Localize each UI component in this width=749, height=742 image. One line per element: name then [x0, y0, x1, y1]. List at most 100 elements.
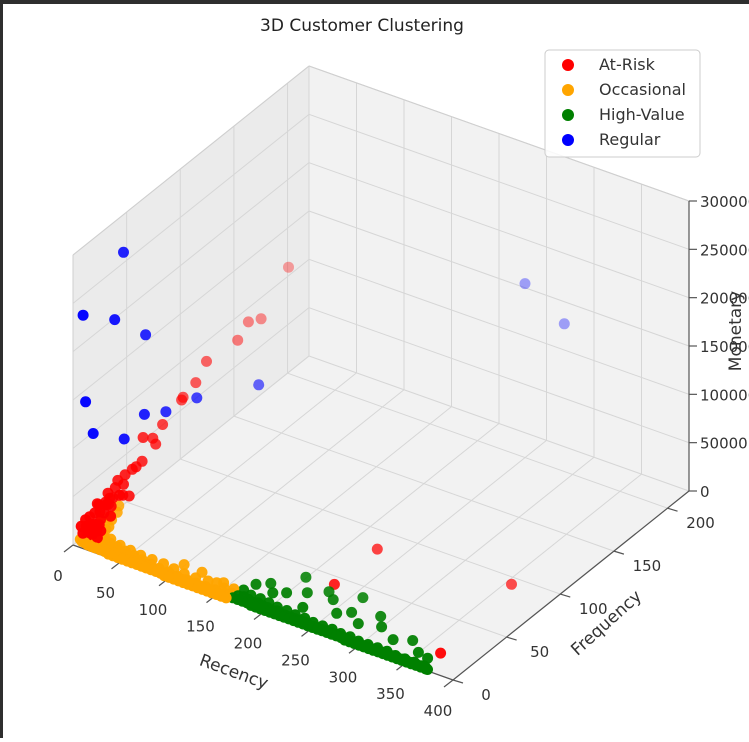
axis-panes [73, 66, 689, 680]
grid-line-x-floor [357, 456, 595, 647]
legend-label-high-value: High-Value [599, 105, 685, 124]
point-at-risk [77, 527, 89, 539]
y-tick-label: 100 [579, 600, 608, 618]
point-high-value [346, 606, 358, 618]
grid-line-x-floor [310, 439, 547, 630]
grid-line-z-left [72, 307, 310, 498]
x-tick-mark [63, 544, 74, 553]
point-regular [138, 408, 150, 420]
tick-labels: 0 50 100 150 200 250 300 350 400 0 50 100 150 200 0 500… [53, 193, 749, 720]
grid-line-x-floor [167, 389, 405, 580]
legend: At-Risk Occasional High-Value Regular [544, 49, 701, 158]
point-at-risk [105, 510, 117, 522]
point-high-value [412, 646, 424, 658]
grid-line-z-back [308, 258, 690, 395]
grid-line-y-floor [233, 415, 615, 552]
point-at-risk [232, 334, 244, 346]
grid-line-y-floor [126, 501, 507, 638]
point-occasional [178, 559, 190, 571]
grid-line-z-back [308, 210, 690, 347]
window-left-edge [0, 0, 3, 738]
point-high-value [352, 618, 364, 630]
point-high-value [357, 592, 369, 604]
point-regular [160, 406, 172, 418]
point-at-risk [190, 377, 202, 389]
point-regular [109, 314, 121, 326]
grid-line-z-back [308, 355, 690, 492]
point-high-value [250, 578, 262, 590]
y-tick-mark [506, 636, 517, 641]
grid-line-x-floor [120, 372, 357, 563]
z-tick-label: 150000 [700, 338, 749, 356]
point-regular [140, 329, 152, 341]
point-at-risk [157, 419, 169, 430]
point-at-risk [435, 647, 447, 659]
legend-label-occasional: Occasional [599, 80, 686, 99]
point-at-risk [176, 394, 188, 406]
z-tick-label: 200000 [700, 290, 749, 308]
point-high-value [387, 634, 399, 646]
point-at-risk [283, 261, 294, 273]
legend-box [544, 49, 701, 158]
point-high-value [301, 587, 313, 599]
grid-line-z-left [72, 113, 310, 304]
y-tick-mark [667, 507, 678, 512]
point-high-value [331, 607, 343, 619]
grid-line-z-left [72, 258, 310, 449]
legend-marker-regular [562, 134, 574, 146]
x-tick-label: 400 [424, 702, 453, 720]
x-tick-label: 50 [96, 584, 115, 602]
legend-marker-at-risk [562, 59, 574, 71]
point-high-value [407, 635, 419, 646]
y-tick-mark [452, 679, 464, 684]
point-at-risk [201, 355, 212, 367]
point-high-value [267, 587, 279, 599]
point-high-value [422, 664, 433, 675]
y-tick-mark [560, 593, 571, 598]
window-top-edge [0, 0, 749, 4]
point-regular [118, 433, 130, 445]
legend-label-regular: Regular [599, 130, 661, 149]
x-tick-label: 100 [139, 601, 168, 619]
point-regular [87, 428, 99, 439]
point-occasional [139, 561, 151, 573]
z-tick-label: 300000 [700, 193, 749, 211]
y-tick-mark [613, 550, 625, 555]
z-tick-label: 0 [700, 483, 710, 501]
point-at-risk [91, 532, 103, 544]
point-at-risk [242, 316, 254, 328]
point-high-value [300, 571, 312, 583]
point-high-value [297, 601, 309, 613]
point-high-value [281, 587, 293, 599]
y-tick-label: 200 [686, 514, 715, 532]
x-tick-label: 0 [53, 567, 63, 585]
y-axis-line [452, 490, 690, 681]
x-tick-label: 300 [329, 668, 358, 686]
legend-marker-occasional [562, 84, 574, 96]
z-tick-label: 250000 [700, 241, 749, 259]
y-tick-label: 0 [481, 686, 491, 704]
y-tick-label: 50 [530, 643, 549, 661]
grid-line-z-back [308, 162, 690, 299]
x-tick-label: 150 [186, 618, 215, 636]
point-at-risk [93, 499, 105, 511]
z-tick-label: 50000 [700, 435, 748, 453]
y-tick-label: 150 [633, 557, 662, 575]
x-tick-mark [443, 679, 454, 688]
grid-line-z-left [72, 210, 310, 401]
point-regular [519, 278, 531, 290]
y-axis-label: Frequency [567, 586, 646, 660]
point-regular [191, 392, 203, 404]
point-at-risk [506, 578, 517, 590]
point-at-risk [137, 432, 149, 443]
point-regular [558, 318, 570, 330]
point-occasional [220, 592, 232, 604]
point-high-value [376, 621, 388, 633]
point-regular [118, 246, 129, 258]
point-regular [77, 309, 89, 321]
point-high-value [265, 577, 277, 589]
legend-label-at-risk: At-Risk [599, 55, 656, 74]
x-axis-label: Recency [197, 651, 271, 694]
point-regular [80, 396, 92, 408]
